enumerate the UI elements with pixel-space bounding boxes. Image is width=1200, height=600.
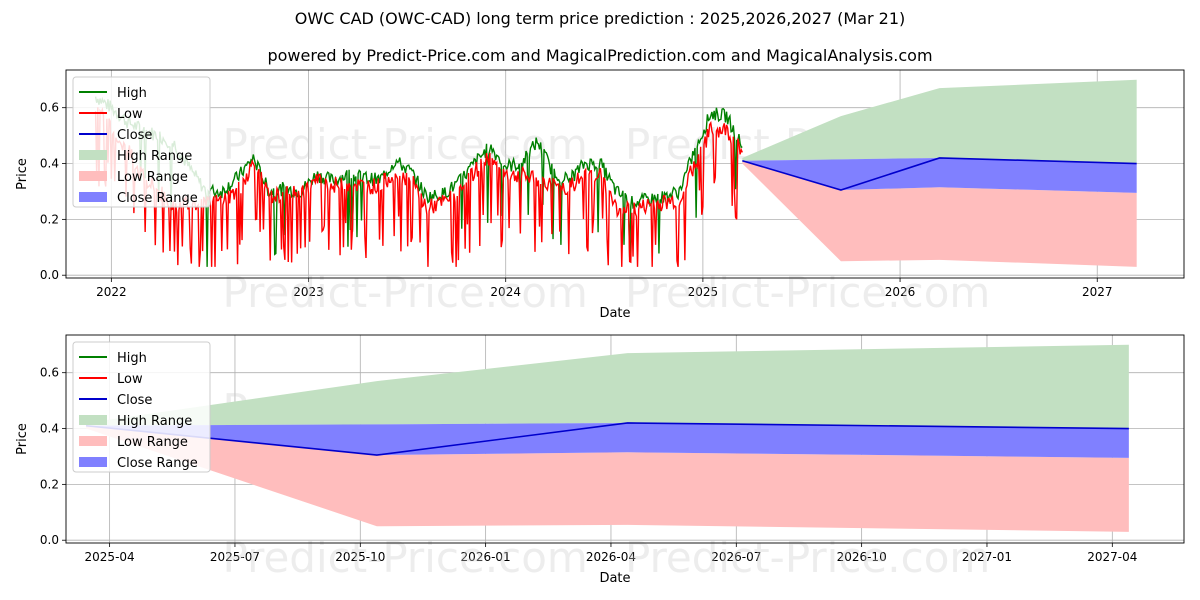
- y-axis-label: Price: [15, 158, 30, 190]
- close-series-line: [85, 422, 1129, 456]
- legend-label: High: [117, 351, 147, 366]
- chart-subtitle: powered by Predict-Price.com and Magical…: [267, 46, 933, 65]
- chart-title: OWC CAD (OWC-CAD) long term price predic…: [294, 9, 906, 28]
- x-tick-label: 2026-04: [586, 550, 636, 564]
- x-tick-label: 2024: [490, 285, 521, 299]
- legend-label: Low: [117, 372, 143, 387]
- x-tick-label: 2027-01: [962, 550, 1012, 564]
- x-tick-label: 2027: [1082, 285, 1113, 299]
- plot-frame: [65, 69, 1185, 279]
- legend-label: Close: [117, 128, 152, 143]
- high-range-band: [742, 79, 1137, 164]
- y-tick-label: 0.2: [40, 212, 59, 226]
- y-tick-label: 0.6: [40, 366, 59, 380]
- y-tick-label: 0.6: [40, 101, 59, 115]
- y-tick-label: 0.2: [40, 477, 59, 491]
- x-tick-label: 2025-10: [335, 550, 385, 564]
- watermark-text: Predict-Price.com: [223, 268, 588, 317]
- close-range-band: [86, 422, 1129, 458]
- x-tick-label: 2025: [688, 285, 719, 299]
- x-axis-label: Date: [599, 306, 630, 321]
- panel-forecast-zoom: 2025-04 2025-07 2025-10 2026-01 2026-04 2026-…: [15, 334, 1185, 586]
- y-tick-label: 0.4: [40, 157, 59, 171]
- high-range-band: [86, 344, 1129, 429]
- y-tick-label: 0.0: [40, 533, 59, 547]
- x-tick-label: 2026-01: [461, 550, 511, 564]
- low-series-line: [94, 106, 743, 267]
- legend-swatch-patch: [79, 436, 107, 446]
- plot-frame: [65, 334, 1185, 544]
- legend-label: Low Range: [117, 170, 188, 185]
- y-tick-label: 0.4: [40, 422, 59, 436]
- legend-label: High Range: [117, 414, 192, 429]
- x-tick-label: 2026: [885, 285, 916, 299]
- legend-label: Close: [117, 393, 152, 408]
- y-tick-label: 0.0: [40, 268, 59, 282]
- x-tick-label: 2026-07: [711, 550, 761, 564]
- low-range-band: [742, 160, 1137, 267]
- legend-swatch-patch: [79, 192, 107, 202]
- x-tick-label: 2027-04: [1087, 550, 1137, 564]
- legend-swatch-patch: [79, 415, 107, 425]
- x-tick-label: 2023: [293, 285, 324, 299]
- y-axis-label: Price: [15, 423, 30, 455]
- legend-label: Close Range: [117, 191, 198, 206]
- watermark-text: Predict-Price.com: [223, 533, 588, 582]
- x-tick-label: 2026-10: [837, 550, 887, 564]
- legend-box: [72, 341, 211, 473]
- legend-label: Low Range: [117, 435, 188, 450]
- watermark-text: Predict-Price.com: [625, 268, 990, 317]
- close-range-band: [742, 157, 1137, 193]
- legend-label: High: [117, 86, 147, 101]
- legend-label: Low: [117, 107, 143, 122]
- legend-label: High Range: [117, 149, 192, 164]
- x-tick-label: 2022: [96, 285, 127, 299]
- x-tick-label: 2025-04: [85, 550, 135, 564]
- close-series-line: [742, 157, 1137, 191]
- panel-history-and-forecast: 2022 2023 2024 2025 2026 2027 0.0 0.2 0.4 0.6 Pred…: [15, 69, 1185, 321]
- legend-swatch-patch: [79, 150, 107, 160]
- x-axis-label: Date: [599, 571, 630, 586]
- legend-label: Close Range: [117, 456, 198, 471]
- x-tick-label: 2025-07: [210, 550, 260, 564]
- legend-box: [72, 76, 211, 208]
- legend-swatch-patch: [79, 457, 107, 467]
- watermark-text: Predict-Price.com: [625, 533, 990, 582]
- legend-swatch-patch: [79, 171, 107, 181]
